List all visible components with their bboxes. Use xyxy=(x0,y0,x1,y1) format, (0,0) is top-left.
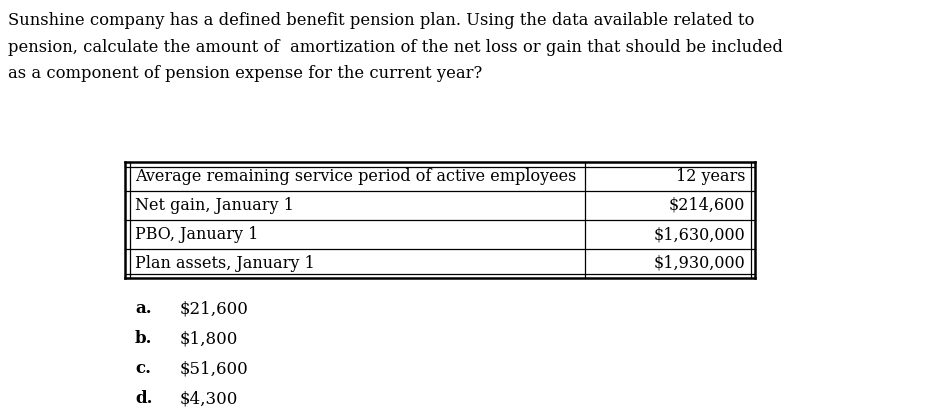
Text: c.: c. xyxy=(135,360,151,377)
Text: $1,930,000: $1,930,000 xyxy=(653,255,745,272)
Text: Net gain, January 1: Net gain, January 1 xyxy=(135,197,294,214)
Text: $214,600: $214,600 xyxy=(669,197,745,214)
Text: Average remaining service period of active employees: Average remaining service period of acti… xyxy=(135,168,577,185)
Text: $1,630,000: $1,630,000 xyxy=(653,226,745,243)
Text: Sunshine company has a defined benefit pension plan. Using the data available re: Sunshine company has a defined benefit p… xyxy=(8,12,755,29)
Text: $51,600: $51,600 xyxy=(180,360,248,377)
Text: $4,300: $4,300 xyxy=(180,390,238,407)
Text: Plan assets, January 1: Plan assets, January 1 xyxy=(135,255,314,272)
Text: 12 years: 12 years xyxy=(676,168,745,185)
Text: as a component of pension expense for the current year?: as a component of pension expense for th… xyxy=(8,65,482,82)
Text: d.: d. xyxy=(135,390,152,407)
Text: b.: b. xyxy=(135,330,152,347)
Text: $21,600: $21,600 xyxy=(180,300,248,317)
Text: $1,800: $1,800 xyxy=(180,330,238,347)
Text: a.: a. xyxy=(135,300,152,317)
Text: PBO, January 1: PBO, January 1 xyxy=(135,226,259,243)
Text: pension, calculate the amount of  amortization of the net loss or gain that shou: pension, calculate the amount of amortiz… xyxy=(8,38,783,55)
